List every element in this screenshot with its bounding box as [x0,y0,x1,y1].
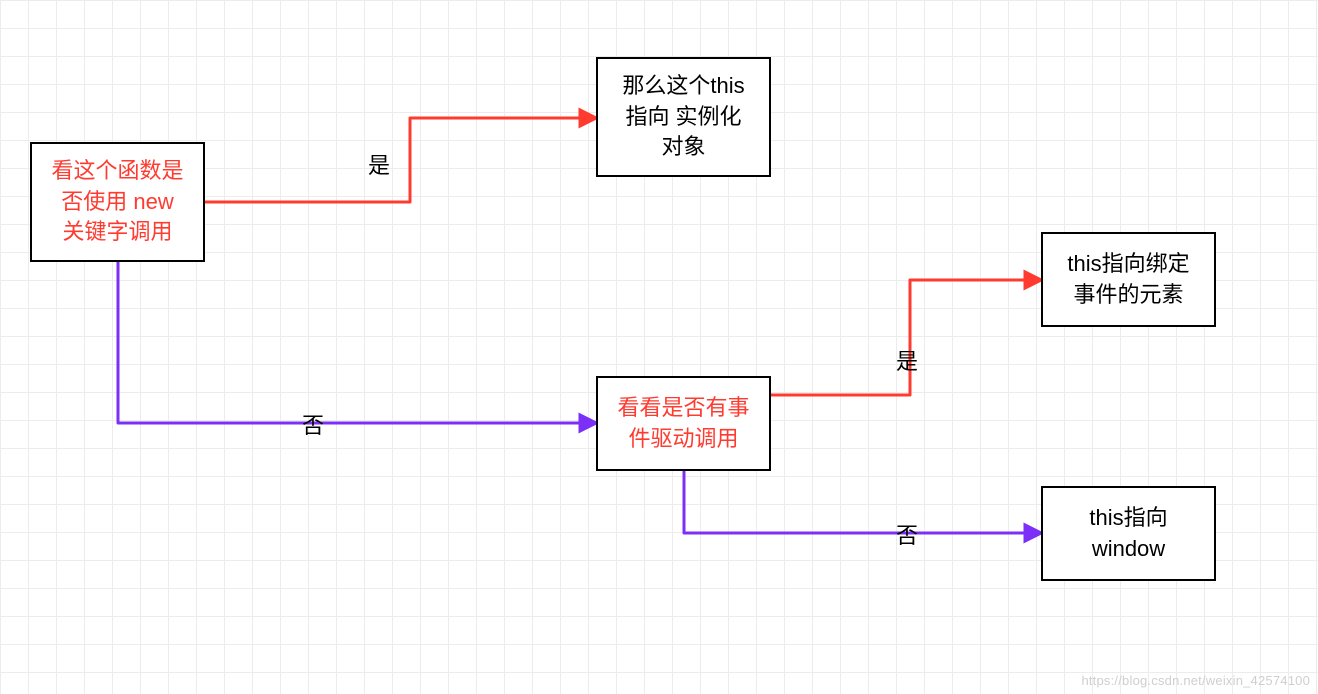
flowchart-node-n2: 那么这个this指向 实例化对象 [596,57,771,177]
flowchart-node-n1: 看这个函数是否使用 new关键字调用 [30,142,205,262]
edge-label-n3-n5: 否 [896,518,918,550]
flowchart-node-n4: this指向绑定事件的元素 [1041,232,1216,327]
flowchart-node-n5: this指向window [1041,486,1216,581]
edge-label-n1-n2: 是 [368,148,390,180]
flowchart-node-n3: 看看是否有事件驱动调用 [596,376,771,471]
watermark-text: https://blog.csdn.net/weixin_42574100 [1081,673,1310,688]
edge-label-n1-n3: 否 [302,408,324,440]
edge-label-n3-n4: 是 [896,344,918,376]
diagram-canvas: 看这个函数是否使用 new关键字调用 那么这个this指向 实例化对象看看是否有事… [0,0,1318,694]
